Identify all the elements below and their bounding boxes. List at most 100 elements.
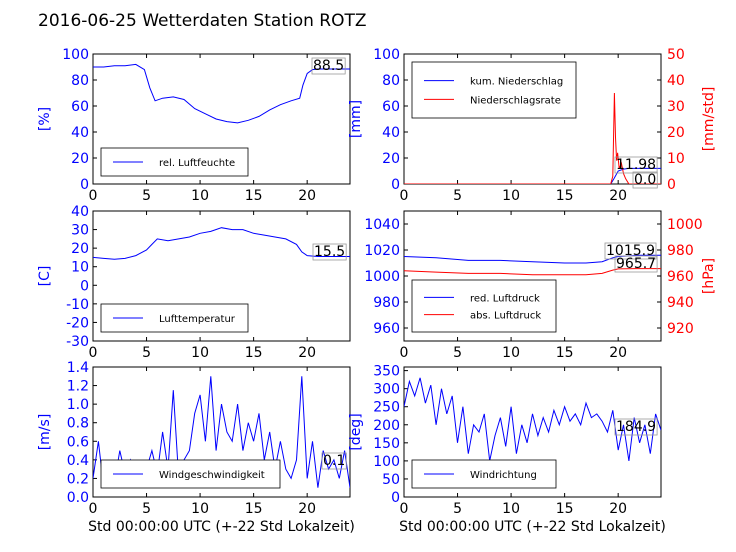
humidity-xtick-label: 20 — [298, 188, 316, 204]
pressure-ytick-right-label: 940 — [667, 295, 694, 311]
temperature-xtick-label: 0 — [89, 345, 98, 361]
pressure-xtick-label: 10 — [502, 345, 520, 361]
pressure-ytick-label: 960 — [373, 321, 400, 337]
humidity-ytick-label: 20 — [71, 151, 89, 167]
temperature-ytick-label: -20 — [66, 315, 89, 331]
humidity-ytick-label: 40 — [71, 125, 89, 141]
humidity-panel: 0 5 10 15 20 0 20 40 60 80 100 [%] rel. Luftfeuchte 8… — [37, 47, 351, 204]
pressure-annotation-box — [614, 255, 658, 273]
precipitation-ytick-right-label: 30 — [667, 99, 685, 115]
humidity-ytick-label: 60 — [71, 99, 89, 115]
pressure-ytick-label: 980 — [373, 295, 400, 311]
pressure-legend-label: red. Luftdruck — [470, 293, 540, 304]
temperature-ytick-label: 10 — [71, 260, 89, 276]
precipitation-ytick-label: 40 — [382, 125, 400, 141]
precipitation-xtick-label: 5 — [453, 188, 462, 204]
pressure-ytick-right-label: 920 — [667, 321, 694, 337]
pressure-ytick-label: 1020 — [364, 243, 400, 259]
humidity-series-rel-luftfeuchte — [93, 63, 350, 124]
wind-direction-xtick-label: 10 — [502, 501, 520, 517]
precipitation-legend-label: kum. Niederschlag — [470, 77, 563, 88]
precipitation-ytick-label: 80 — [382, 73, 400, 89]
wind-direction-ytick-label: 100 — [373, 454, 400, 470]
wind-direction-annotation-box — [614, 418, 658, 436]
temperature-panel: 0 5 10 15 20 -30 -20 -10 0 10 20 30 40 [C] Lufttempera… — [37, 204, 351, 361]
precipitation-xtick-label: 10 — [502, 188, 520, 204]
humidity-annotation-box — [311, 57, 346, 75]
pressure-value-annotation: 965.7 — [616, 256, 656, 272]
wind-direction-legend-label: Windrichtung — [470, 470, 537, 481]
wind-speed-ytick-label: 0.2 — [67, 471, 89, 487]
humidity-xtick-label: 10 — [191, 188, 209, 204]
wind-direction-ytick-label: 200 — [373, 418, 400, 434]
pressure-xtick-label: 0 — [400, 345, 409, 361]
pressure-ytick-label: 1000 — [364, 269, 400, 285]
temperature-ylabel: [C] — [37, 266, 53, 287]
precipitation-value-annotation: 11.98 — [616, 157, 656, 173]
wind-speed-xlabel: Std 00:00:00 UTC (+-22 Std Lokalzeit) — [88, 519, 355, 535]
wind-speed-ytick-label: 0.8 — [67, 416, 89, 432]
precipitation-value-annotation: 0.0 — [634, 172, 656, 188]
wind-direction-ylabel: [deg] — [348, 413, 364, 450]
humidity-ytick-label: 100 — [62, 47, 89, 63]
pressure-legend-label: abs. Luftdruck — [470, 311, 541, 322]
wind-speed-xtick-label: 20 — [298, 501, 316, 517]
precipitation-ytick-right-label: 10 — [667, 151, 685, 167]
wind-speed-ylabel: [m/s] — [37, 414, 53, 451]
wind-speed-legend-label: Windgeschwindigkeit — [159, 470, 265, 481]
pressure-ytick-right-label: 960 — [667, 269, 694, 285]
precipitation-series-niederschlagsrate — [404, 92, 661, 184]
wind-direction-frame — [403, 366, 662, 498]
precipitation-xtick-label: 15 — [556, 188, 574, 204]
pressure-xtick-label: 20 — [609, 345, 627, 361]
wind-speed-ytick-label: 0.0 — [67, 490, 89, 506]
pressure-xtick-label: 15 — [556, 345, 574, 361]
wind-speed-ytick-label: 1.4 — [67, 360, 89, 376]
precipitation-xtick-label: 20 — [609, 188, 627, 204]
wind-speed-annotation-box — [321, 452, 347, 470]
precipitation-ytick-right-label: 40 — [667, 73, 685, 89]
pressure-series-abs-luftdruck — [404, 268, 661, 276]
precipitation-xtick-label: 0 — [400, 188, 409, 204]
wind-direction-xtick-label: 20 — [609, 501, 627, 517]
pressure-xtick-label: 5 — [453, 345, 462, 361]
wind-direction-ytick-label: 0 — [391, 490, 400, 506]
precipitation-ytick-right-label: 0 — [667, 177, 676, 193]
precipitation-annotation-box — [632, 171, 658, 189]
wind-speed-ytick-label: 0.6 — [67, 434, 89, 450]
wind-speed-xtick-label: 5 — [142, 501, 151, 517]
pressure-panel: 0 5 10 15 20 960 980 1000 1020 1040 920 940 960 980 10… — [364, 210, 717, 361]
temperature-series-lufttemperatur — [93, 227, 350, 260]
humidity-ytick-label: 80 — [71, 73, 89, 89]
wind-direction-ytick-label: 250 — [373, 400, 400, 416]
temperature-ytick-label: 0 — [80, 278, 89, 294]
temperature-ytick-label: 20 — [71, 241, 89, 257]
wind-speed-value-annotation: 0.1 — [323, 453, 345, 469]
figure-title: 2016-06-25 Wetterdaten Station ROTZ — [38, 11, 367, 31]
wind-speed-frame — [92, 366, 351, 498]
pressure-ytick-right-label: 1000 — [667, 217, 703, 233]
wind-speed-ytick-label: 1.2 — [67, 379, 89, 395]
wind-speed-xtick-label: 15 — [245, 501, 263, 517]
temperature-ytick-label: -30 — [66, 334, 89, 350]
temperature-xtick-label: 5 — [142, 345, 151, 361]
temperature-value-annotation: 15.5 — [314, 244, 345, 260]
precipitation-series-kum-niederschlag — [404, 167, 661, 184]
precipitation-ytick-label: 100 — [373, 47, 400, 63]
precipitation-ytick-label: 0 — [391, 177, 400, 193]
humidity-xtick-label: 5 — [142, 188, 151, 204]
precipitation-ylabel: [mm] — [348, 100, 364, 138]
precipitation-ytick-label: 20 — [382, 151, 400, 167]
pressure-legend — [411, 279, 557, 333]
wind-direction-value-annotation: 184.9 — [616, 419, 656, 435]
wind-direction-series-windrichtung — [404, 377, 661, 462]
temperature-xtick-label: 15 — [245, 345, 263, 361]
humidity-value-annotation: 88.5 — [313, 58, 344, 74]
wind-direction-ytick-label: 50 — [382, 472, 400, 488]
precipitation-ytick-label: 60 — [382, 99, 400, 115]
wind-speed-ytick-label: 0.4 — [67, 453, 89, 469]
precipitation-legend — [411, 61, 577, 119]
temperature-ytick-label: 30 — [71, 223, 89, 239]
